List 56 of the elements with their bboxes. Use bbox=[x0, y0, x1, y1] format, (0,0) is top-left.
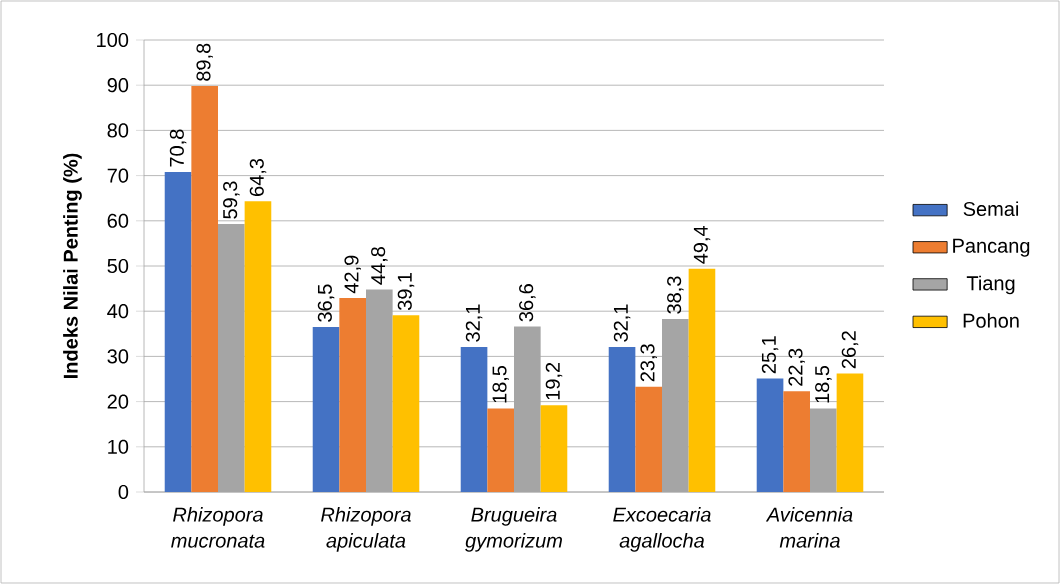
y-tick-label: 80 bbox=[107, 123, 129, 138]
data-label: 44,8 bbox=[371, 247, 388, 285]
data-label: 22,3 bbox=[788, 348, 805, 386]
data-label: 18,5 bbox=[492, 365, 509, 403]
x-tick-label: Rhizopora mucronata bbox=[171, 507, 265, 548]
bar bbox=[244, 201, 272, 492]
y-tick-label: 20 bbox=[107, 394, 129, 409]
y-tick-label: 70 bbox=[107, 168, 129, 183]
bar bbox=[635, 386, 662, 492]
data-label: 18,5 bbox=[815, 365, 832, 403]
y-tick-label: 50 bbox=[107, 258, 129, 274]
bar bbox=[688, 268, 716, 492]
bar bbox=[339, 298, 366, 492]
bar bbox=[608, 346, 636, 492]
bar bbox=[191, 86, 218, 492]
data-label: 26,2 bbox=[841, 331, 859, 369]
data-label: 19,2 bbox=[545, 362, 563, 400]
y-tick-label: 60 bbox=[107, 213, 129, 228]
legend-label: Tiang bbox=[966, 275, 1015, 295]
data-label: 42,9 bbox=[344, 255, 361, 294]
y-tick-label: 10 bbox=[108, 439, 129, 454]
bar bbox=[756, 378, 784, 492]
data-label: 36,6 bbox=[519, 284, 536, 322]
data-label: 36,5 bbox=[317, 284, 335, 322]
data-label: 70,8 bbox=[169, 129, 187, 167]
y-tick-label: 30 bbox=[107, 349, 129, 364]
data-label: 59,3 bbox=[223, 181, 240, 219]
legend-label: Pancang bbox=[953, 238, 1030, 257]
data-label: 39,1 bbox=[397, 272, 415, 311]
data-label: 23,3 bbox=[640, 344, 657, 382]
y-tick-label: 40 bbox=[107, 304, 129, 319]
bar bbox=[312, 327, 340, 492]
data-label: 49,4 bbox=[693, 225, 711, 264]
data-label: 38,3 bbox=[667, 276, 684, 314]
bar bbox=[540, 405, 568, 492]
bar bbox=[164, 171, 192, 492]
y-tick-label: 0 bbox=[118, 484, 129, 500]
bar bbox=[783, 391, 810, 492]
legend-label: Semai bbox=[963, 201, 1019, 217]
legend-label: Pohon bbox=[963, 313, 1019, 328]
data-label: 32,1 bbox=[465, 304, 483, 342]
bar bbox=[487, 408, 514, 492]
data-label: 89,8 bbox=[196, 43, 213, 81]
x-tick-label: Rhizopora apiculata bbox=[321, 507, 411, 552]
y-tick-label: 90 bbox=[107, 78, 129, 93]
bar bbox=[836, 373, 864, 492]
bar bbox=[460, 346, 488, 492]
y-tick-label: 100 bbox=[97, 32, 129, 48]
x-tick-label: Brugueira gymorizum bbox=[465, 507, 562, 552]
data-label: 32,1 bbox=[613, 304, 631, 342]
x-tick-label: Excoecaria agallocha bbox=[613, 507, 711, 552]
x-tick-label: Avicennia marina bbox=[765, 507, 853, 548]
data-label: 25,1 bbox=[761, 336, 779, 374]
y-axis-title: Indeks Nilai Penting (%) bbox=[63, 153, 82, 378]
data-label: 64,3 bbox=[249, 158, 267, 196]
bar bbox=[392, 315, 420, 492]
